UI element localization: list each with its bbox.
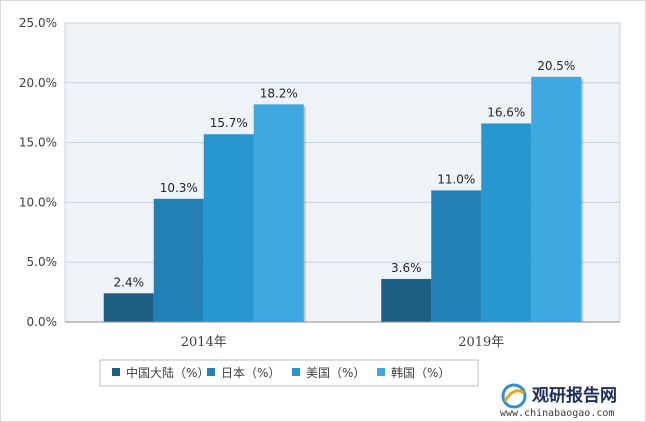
data-label: 20.5% [537, 59, 575, 73]
y-tick-label: 15.0% [19, 136, 57, 150]
watermark-brand: 观研报告网 [531, 385, 617, 406]
legend-swatch [292, 368, 300, 376]
bar [481, 123, 532, 323]
legend: 中国大陆（%） 日本（%） 美国（%） 韩国（%） [112, 365, 450, 380]
watermark-logo: 观研报告网 www.chinabaogao.com [500, 383, 617, 419]
legend-swatch [112, 368, 120, 376]
data-label: 16.6% [487, 105, 525, 119]
bar [381, 278, 432, 322]
bar [253, 104, 304, 322]
data-label: 18.2% [260, 86, 298, 100]
data-label: 3.6% [391, 261, 422, 275]
legend-swatch [377, 368, 385, 376]
x-category-label: 2019年 [458, 335, 504, 350]
x-axis-categories: 2014年 2019年 [181, 335, 505, 350]
data-label: 11.0% [437, 172, 475, 186]
data-labels: 2.4% 10.3% 15.7% 18.2% 3.6% 11.0% 16.6% 20.5% [114, 59, 576, 289]
legend-label: 韩国（%） [391, 365, 450, 380]
bar [103, 293, 154, 322]
watermark-url: www.chinabaogao.com [500, 408, 614, 419]
legend-swatch [207, 368, 215, 376]
bar [153, 198, 204, 322]
data-label: 10.3% [160, 181, 198, 195]
legend-box [99, 359, 479, 387]
legend-label: 中国大陆（%） [126, 365, 209, 380]
y-tick-label: 0.0% [27, 315, 58, 329]
data-label: 2.4% [114, 275, 145, 289]
y-tick-label: 20.0% [19, 76, 57, 90]
legend-label: 美国（%） [306, 366, 365, 380]
bar [203, 134, 254, 322]
y-tick-label: 25.0% [19, 16, 57, 30]
bar [531, 76, 582, 322]
data-label: 15.7% [210, 116, 248, 130]
logo-icon [501, 383, 527, 409]
bar [431, 190, 482, 322]
bars [103, 76, 584, 323]
y-tick-label: 5.0% [27, 255, 58, 269]
y-axis-ticks: 0.0% 5.0% 10.0% 15.0% 20.0% 25.0% [19, 16, 57, 329]
x-category-label: 2014年 [181, 335, 227, 350]
logo-swoosh-icon [503, 389, 525, 402]
legend-label: 日本（%） [221, 366, 280, 380]
y-tick-label: 10.0% [19, 195, 57, 209]
